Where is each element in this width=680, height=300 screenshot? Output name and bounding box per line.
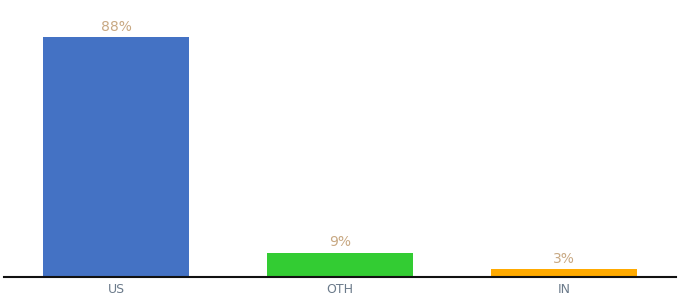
Text: 88%: 88% <box>101 20 131 34</box>
Bar <box>267 253 413 277</box>
Bar <box>491 269 636 277</box>
Text: 3%: 3% <box>553 252 575 266</box>
Bar <box>44 37 189 277</box>
Text: 9%: 9% <box>329 236 351 249</box>
